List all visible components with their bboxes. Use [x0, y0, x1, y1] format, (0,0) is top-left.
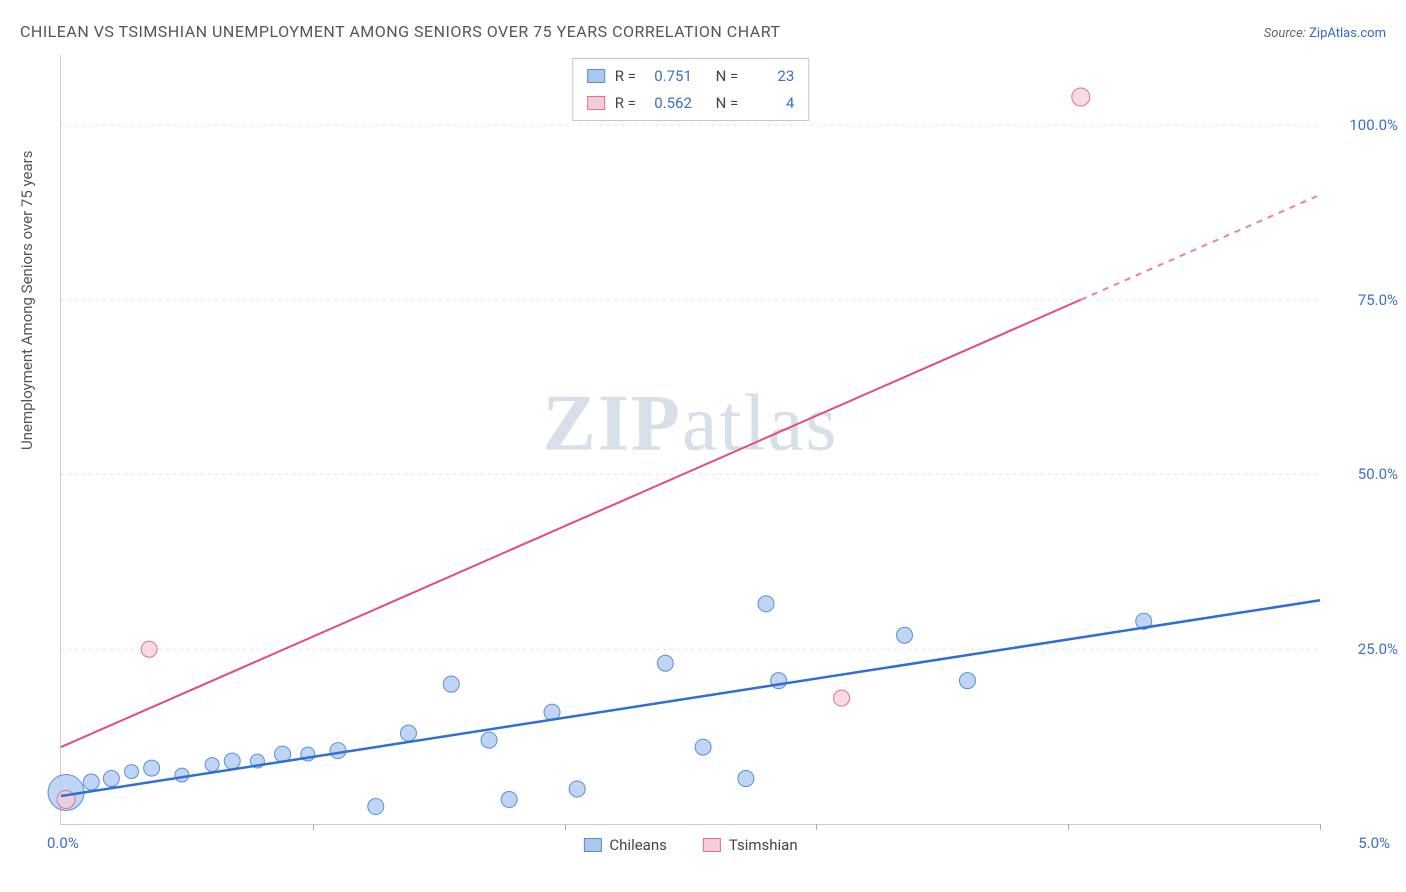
swatch-tsimshian — [703, 838, 721, 852]
data-point — [175, 768, 189, 782]
swatch-chileans — [583, 838, 601, 852]
x-tick-mark — [1320, 824, 1321, 830]
chart-title: CHILEAN VS TSIMSHIAN UNEMPLOYMENT AMONG … — [20, 22, 780, 41]
data-point — [481, 732, 497, 748]
x-tick-max: 5.0% — [1358, 834, 1390, 852]
swatch-tsimshian — [587, 96, 605, 110]
y-tick-label: 50.0% — [1358, 465, 1398, 483]
source-label: Source: — [1264, 26, 1309, 41]
r-value-chileans: 0.751 — [646, 65, 692, 88]
y-axis-label: Unemployment Among Seniors over 75 years — [18, 151, 36, 450]
r-label: R = — [615, 65, 636, 88]
data-point — [695, 739, 711, 755]
legend-item-tsimshian: Tsimshian — [703, 836, 798, 854]
legend-label-tsimshian: Tsimshian — [729, 836, 798, 854]
y-tick-label: 25.0% — [1358, 640, 1398, 658]
n-label: N = — [716, 92, 739, 115]
data-point — [443, 676, 459, 692]
y-tick-label: 75.0% — [1358, 291, 1398, 309]
data-point — [501, 792, 517, 808]
data-point — [205, 758, 219, 772]
stats-row-tsimshian: R = 0.562 N = 4 — [573, 90, 809, 117]
source-link[interactable]: ZipAtlas.com — [1309, 26, 1386, 41]
n-label: N = — [716, 65, 739, 88]
n-value-tsimshian: 4 — [748, 92, 794, 115]
stats-row-chileans: R = 0.751 N = 23 — [573, 63, 809, 90]
x-tick-min: 0.0% — [47, 834, 79, 852]
r-label: R = — [615, 92, 636, 115]
data-point — [959, 673, 975, 689]
trend-line — [61, 300, 1081, 747]
data-point — [569, 781, 585, 797]
data-point — [103, 771, 119, 787]
legend-label-chileans: Chileans — [609, 836, 666, 854]
x-tick-mark — [313, 824, 314, 830]
trend-line-dashed — [1081, 195, 1320, 300]
x-tick-mark — [1068, 824, 1069, 830]
data-point — [758, 596, 774, 612]
legend-item-chileans: Chileans — [583, 836, 666, 854]
plot-area: ZIPatlas R = 0.751 N = 23 R = 0.562 N = … — [60, 55, 1320, 825]
data-point — [834, 690, 850, 706]
plot-svg — [61, 55, 1320, 824]
data-point — [368, 799, 384, 815]
data-point — [224, 753, 240, 769]
source-attribution: Source: ZipAtlas.com — [1264, 26, 1386, 41]
data-point — [125, 765, 139, 779]
swatch-chileans — [587, 69, 605, 83]
data-point — [144, 760, 160, 776]
x-tick-mark — [565, 824, 566, 830]
data-point — [657, 655, 673, 671]
data-point — [141, 641, 157, 657]
data-point — [897, 627, 913, 643]
r-value-tsimshian: 0.562 — [646, 92, 692, 115]
n-value-chileans: 23 — [748, 65, 794, 88]
y-tick-label: 100.0% — [1349, 116, 1398, 134]
data-point — [400, 725, 416, 741]
bottom-legend: Chileans Tsimshian — [583, 836, 797, 854]
data-point — [83, 774, 99, 790]
trend-line — [61, 600, 1320, 796]
x-tick-mark — [816, 824, 817, 830]
data-point — [738, 771, 754, 787]
stats-legend: R = 0.751 N = 23 R = 0.562 N = 4 — [572, 58, 810, 121]
data-point — [1072, 88, 1090, 106]
data-point — [330, 743, 346, 759]
